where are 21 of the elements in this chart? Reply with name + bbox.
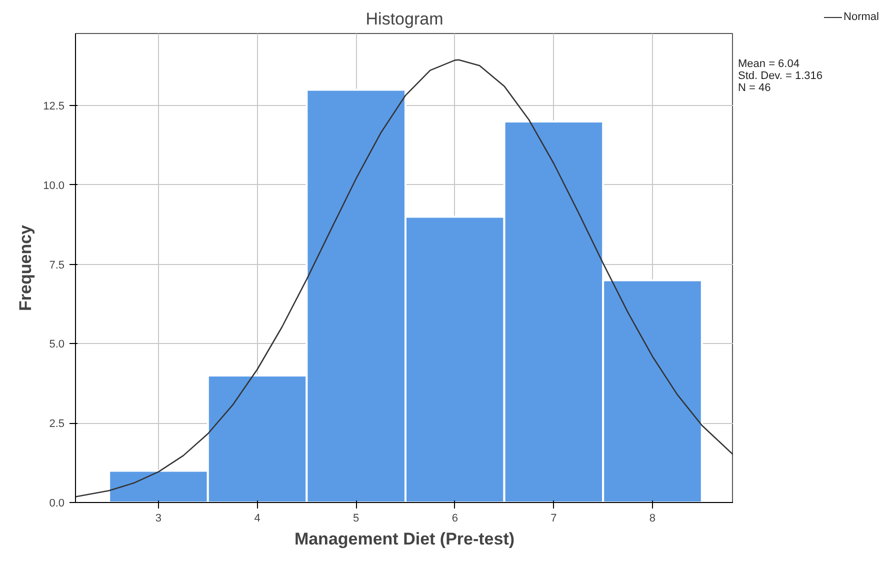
chart-title: Histogram [366,10,444,28]
x-tick-label: 8 [649,512,656,524]
legend-label: Normal [844,10,879,25]
y-tick-label: 10.0 [43,180,65,192]
text: N = 46 [738,82,772,94]
x-tick-label: 3 [155,512,162,524]
text: Std. Dev. = 1.316 [738,70,822,82]
y-tick-label: 2.5 [49,418,65,430]
text: Mean = 6.04 [738,58,800,70]
x-tick-label: 6 [452,512,458,524]
x-tick-label: 4 [254,512,260,524]
line-series [76,59,733,498]
y-tick-label: 0.0 [49,498,65,510]
y-axis-title: Frequency [16,224,36,311]
x-tick-label: 7 [550,512,557,524]
legend-item: Normal [824,10,879,26]
y-tick-label: 12.5 [43,100,65,113]
x-axis-title: Management Diet (Pre-test) [294,530,515,548]
x-tick-label: 5 [353,512,360,524]
y-tick-label: 5.0 [49,338,65,351]
y-tick-label: 7.5 [49,259,65,272]
